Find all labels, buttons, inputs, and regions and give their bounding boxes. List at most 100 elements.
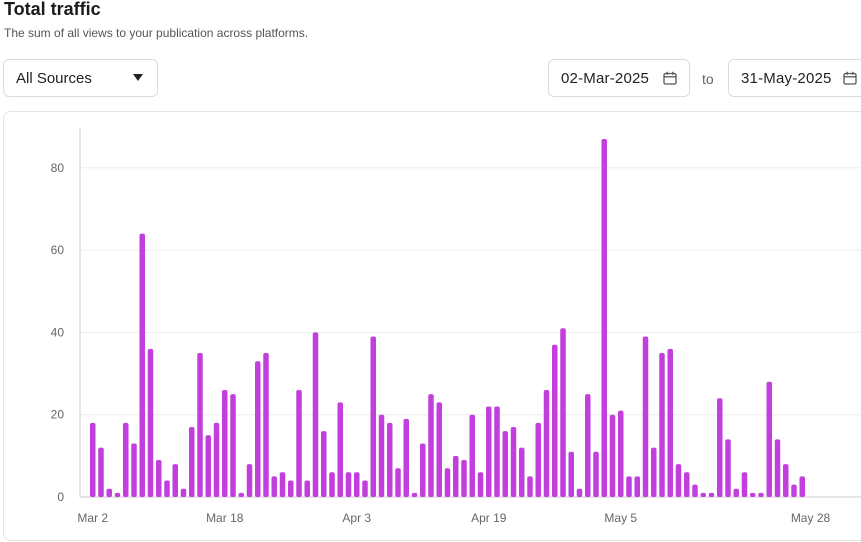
bar [337, 402, 343, 497]
bar [106, 488, 112, 497]
bar [692, 484, 698, 497]
bar [370, 336, 376, 497]
bar [403, 418, 409, 497]
bar [461, 459, 467, 497]
y-tick-label: 40 [51, 325, 65, 339]
bar [568, 451, 574, 497]
bar [791, 484, 797, 497]
bar [486, 406, 492, 497]
date-from-field[interactable]: 02-Mar-2025 [548, 59, 690, 97]
x-tick-label: Apr 19 [471, 511, 507, 525]
y-tick-label: 20 [51, 408, 65, 422]
bar [601, 138, 607, 497]
bar [477, 472, 484, 497]
bar [535, 422, 541, 497]
bar [741, 472, 748, 497]
bar [114, 492, 121, 497]
bar [642, 336, 649, 497]
bar [766, 381, 772, 497]
y-tick-label: 80 [51, 161, 65, 175]
bar [246, 464, 253, 497]
bar [279, 472, 286, 497]
bar [354, 472, 360, 497]
bar [222, 390, 228, 497]
bar [774, 439, 781, 497]
bar [329, 472, 335, 497]
bar [238, 492, 244, 497]
calendar-icon[interactable] [663, 71, 677, 85]
bar [288, 480, 294, 497]
bar [510, 427, 517, 497]
bar [585, 394, 591, 497]
bar [684, 472, 690, 497]
bar [634, 476, 640, 497]
bar [304, 480, 310, 497]
date-to-value: 31-May-2025 [741, 70, 832, 87]
bar [263, 352, 269, 497]
calendar-icon[interactable] [843, 71, 857, 85]
bar [321, 431, 327, 497]
bar [651, 447, 657, 497]
x-tick-label: Mar 2 [77, 511, 108, 525]
bar [205, 435, 211, 497]
bar [659, 352, 665, 497]
bar [527, 476, 533, 497]
date-range-to-label: to [702, 71, 714, 87]
bar [312, 332, 319, 497]
bar [552, 344, 558, 497]
bar [230, 394, 236, 497]
bar [593, 451, 599, 497]
bar [197, 352, 203, 497]
bar [502, 431, 508, 497]
bar [453, 455, 459, 497]
bar [618, 410, 624, 497]
bar [180, 488, 187, 497]
bar [164, 480, 170, 497]
x-tick-label: May 28 [791, 511, 831, 525]
date-from-value: 02-Mar-2025 [561, 70, 650, 87]
chart-card: 0 20 40 60 80 Mar 2 Mar 18 Apr 3 Apr 19 May 5 May … [3, 111, 861, 541]
bar [799, 476, 805, 497]
bar [700, 492, 706, 497]
source-dropdown[interactable]: All Sources [3, 59, 158, 97]
bar [494, 406, 500, 497]
bar [436, 402, 442, 497]
source-dropdown-label: All Sources [16, 70, 92, 87]
bar [296, 390, 302, 497]
bar [758, 492, 764, 497]
bar [189, 427, 195, 497]
bar [411, 492, 418, 497]
bar [98, 447, 104, 497]
bar [387, 422, 393, 497]
bar [139, 233, 145, 497]
bar [428, 394, 434, 497]
bar [733, 488, 739, 497]
bar [519, 447, 525, 497]
bar [626, 476, 632, 497]
bar [708, 492, 715, 497]
bar [378, 414, 385, 497]
bar [725, 439, 731, 497]
bar [576, 488, 583, 497]
bar [717, 398, 723, 497]
bar [469, 414, 475, 497]
bar [609, 414, 616, 497]
x-tick-label: Mar 18 [206, 511, 244, 525]
bar [123, 422, 129, 497]
bar [675, 464, 682, 497]
y-tick-label: 60 [51, 243, 65, 257]
bar [271, 476, 277, 497]
page-title: Total traffic [4, 0, 101, 19]
bar [345, 472, 352, 497]
x-tick-label: May 5 [604, 511, 637, 525]
bar [543, 390, 550, 497]
bar [255, 361, 261, 497]
bar [156, 459, 162, 497]
chevron-down-icon [133, 74, 143, 81]
date-to-field[interactable]: 31-May-2025 [728, 59, 861, 97]
bar [560, 328, 566, 497]
bar [147, 348, 154, 497]
bar [750, 492, 756, 497]
bar [213, 422, 220, 497]
traffic-bar-chart: 0 20 40 60 80 Mar 2 Mar 18 Apr 3 Apr 19 May 5 May … [51, 128, 861, 525]
